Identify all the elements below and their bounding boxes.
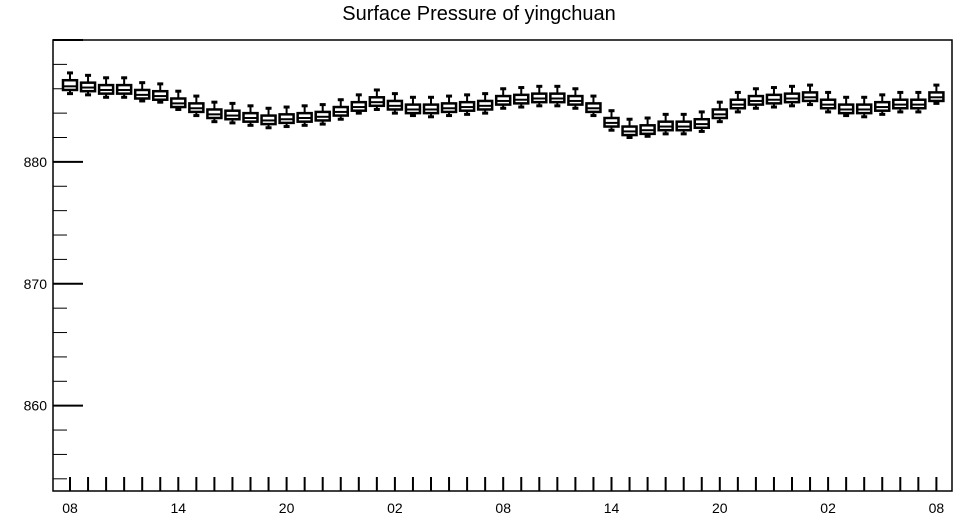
box bbox=[422, 95, 440, 119]
box bbox=[837, 95, 855, 118]
box bbox=[350, 93, 368, 115]
y-axis: 860 870 880 bbox=[24, 39, 83, 480]
box bbox=[874, 93, 891, 116]
box bbox=[675, 112, 692, 136]
x-tick-label: 20 bbox=[279, 500, 295, 516]
box bbox=[440, 94, 458, 118]
box bbox=[747, 87, 765, 110]
box bbox=[97, 76, 115, 99]
box bbox=[476, 92, 494, 115]
box bbox=[242, 104, 259, 127]
box bbox=[549, 84, 566, 108]
box bbox=[368, 88, 386, 111]
box bbox=[819, 90, 837, 114]
box bbox=[296, 104, 313, 127]
box bbox=[910, 90, 927, 114]
box bbox=[801, 83, 819, 107]
box bbox=[855, 95, 873, 119]
box bbox=[206, 100, 223, 124]
x-tick-label: 14 bbox=[171, 500, 187, 516]
box bbox=[79, 73, 97, 97]
x-tick-label: 20 bbox=[712, 500, 728, 516]
box bbox=[170, 89, 187, 111]
x-tick-label: 08 bbox=[62, 500, 78, 516]
box bbox=[115, 76, 133, 99]
box bbox=[729, 90, 747, 114]
x-tick-label: 08 bbox=[495, 500, 511, 516]
box bbox=[531, 84, 548, 108]
box bbox=[314, 103, 331, 126]
box bbox=[657, 112, 674, 136]
box bbox=[260, 106, 277, 130]
x-tick-label: 02 bbox=[387, 500, 403, 516]
box bbox=[224, 101, 241, 125]
box bbox=[585, 94, 602, 118]
box bbox=[494, 87, 512, 110]
y-tick-label: 860 bbox=[24, 398, 48, 414]
box bbox=[693, 110, 710, 133]
box bbox=[639, 116, 656, 138]
x-tick-label: 08 bbox=[929, 500, 945, 516]
y-tick-label: 880 bbox=[24, 154, 48, 170]
box bbox=[458, 93, 476, 116]
chart-title: Surface Pressure of yingchuan bbox=[342, 3, 616, 25]
box bbox=[513, 86, 530, 109]
box bbox=[278, 105, 295, 129]
box-series bbox=[61, 71, 945, 140]
box bbox=[928, 83, 945, 105]
box bbox=[188, 94, 205, 118]
box-body bbox=[61, 78, 79, 92]
box bbox=[765, 86, 783, 109]
box bbox=[567, 87, 584, 110]
box bbox=[61, 71, 79, 96]
box bbox=[621, 117, 638, 140]
box bbox=[133, 81, 151, 103]
box bbox=[386, 92, 404, 115]
box bbox=[332, 98, 349, 121]
box bbox=[404, 95, 422, 118]
box bbox=[711, 100, 729, 124]
box bbox=[603, 109, 620, 132]
box bbox=[783, 84, 801, 108]
y-tick-label: 870 bbox=[24, 276, 48, 292]
x-tick-label: 02 bbox=[820, 500, 836, 516]
x-tick-label: 14 bbox=[604, 500, 620, 516]
box bbox=[892, 90, 909, 114]
x-axis: 08 14 20 02 08 14 20 02 08 bbox=[62, 477, 944, 516]
box bbox=[152, 82, 169, 104]
